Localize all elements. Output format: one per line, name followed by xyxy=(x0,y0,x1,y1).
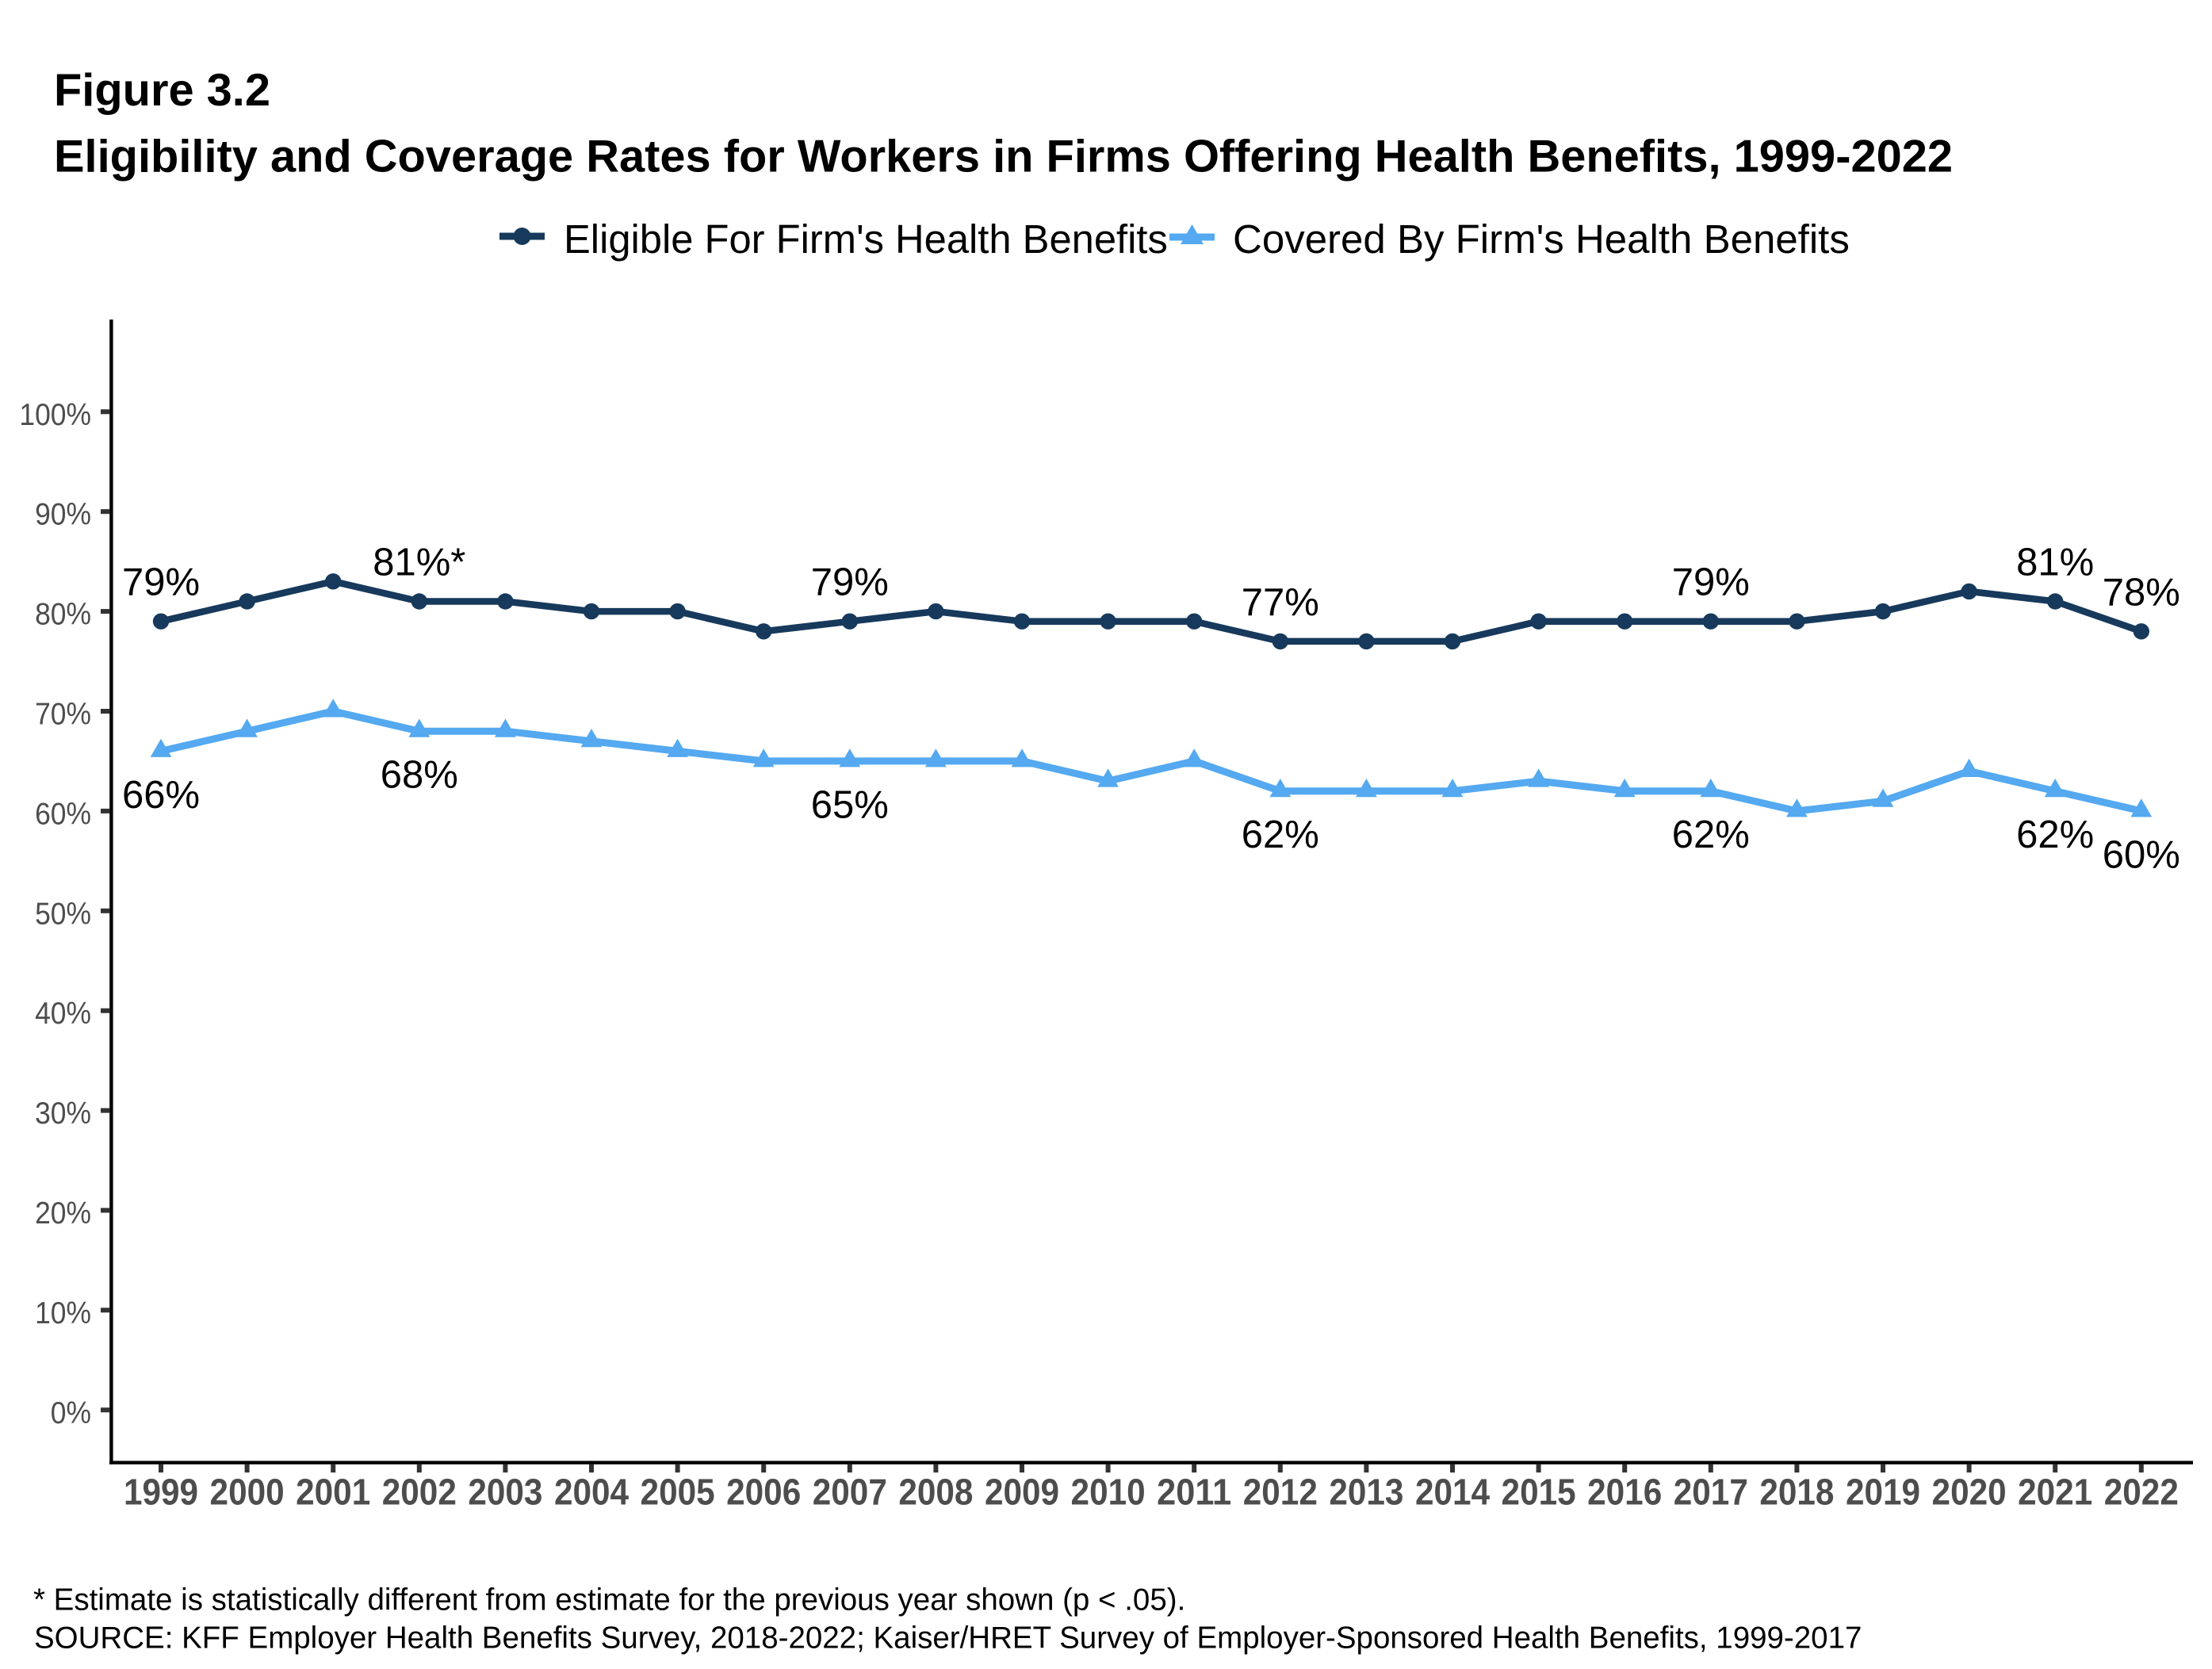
svg-text:79%: 79% xyxy=(1672,561,1750,604)
svg-text:2016: 2016 xyxy=(1587,1472,1662,1513)
svg-text:Covered By Firm's Health Benef: Covered By Firm's Health Benefits xyxy=(1233,216,1850,262)
svg-text:90%: 90% xyxy=(35,498,91,532)
svg-text:81%*: 81%* xyxy=(373,542,465,584)
svg-text:2018: 2018 xyxy=(1759,1472,1834,1513)
svg-text:2019: 2019 xyxy=(1846,1472,1920,1513)
svg-text:2005: 2005 xyxy=(641,1472,715,1513)
svg-text:62%: 62% xyxy=(1672,813,1750,856)
svg-text:2011: 2011 xyxy=(1157,1472,1231,1513)
svg-text:2007: 2007 xyxy=(813,1472,887,1513)
svg-text:50%: 50% xyxy=(35,897,91,931)
svg-text:100%: 100% xyxy=(19,398,91,432)
svg-text:2020: 2020 xyxy=(1932,1472,2007,1513)
svg-text:2014: 2014 xyxy=(1415,1472,1490,1513)
svg-text:* Estimate is statistically di: * Estimate is statistically different fr… xyxy=(33,1583,1185,1617)
svg-text:66%: 66% xyxy=(122,774,200,817)
svg-text:2010: 2010 xyxy=(1071,1472,1146,1513)
svg-text:2006: 2006 xyxy=(726,1472,801,1513)
svg-text:60%: 60% xyxy=(35,797,91,831)
svg-text:2017: 2017 xyxy=(1674,1472,1748,1513)
svg-text:80%: 80% xyxy=(35,598,91,632)
svg-text:79%: 79% xyxy=(811,561,889,604)
svg-text:40%: 40% xyxy=(35,997,91,1031)
svg-text:Eligible For Firm's Health Ben: Eligible For Firm's Health Benefits xyxy=(564,216,1168,262)
svg-text:62%: 62% xyxy=(1242,813,1319,856)
svg-text:20%: 20% xyxy=(35,1196,91,1231)
svg-text:2012: 2012 xyxy=(1243,1472,1318,1513)
svg-text:65%: 65% xyxy=(811,783,889,826)
svg-text:77%: 77% xyxy=(1242,581,1319,624)
svg-text:2003: 2003 xyxy=(468,1472,542,1513)
svg-text:2002: 2002 xyxy=(382,1472,457,1513)
svg-text:70%: 70% xyxy=(35,698,91,732)
svg-text:0%: 0% xyxy=(51,1396,91,1430)
svg-text:79%: 79% xyxy=(122,561,200,604)
svg-text:Figure 3.2: Figure 3.2 xyxy=(54,65,270,116)
svg-text:2021: 2021 xyxy=(2018,1472,2092,1513)
svg-text:2009: 2009 xyxy=(985,1472,1059,1513)
svg-text:2004: 2004 xyxy=(554,1472,629,1513)
svg-text:60%: 60% xyxy=(2103,833,2180,876)
svg-text:1999: 1999 xyxy=(124,1472,198,1513)
svg-text:30%: 30% xyxy=(35,1097,91,1131)
svg-text:10%: 10% xyxy=(35,1296,91,1330)
svg-text:Eligibility and Coverage Rates: Eligibility and Coverage Rates for Worke… xyxy=(54,132,1953,182)
svg-text:81%: 81% xyxy=(2016,542,2094,584)
svg-text:2022: 2022 xyxy=(2104,1472,2179,1513)
svg-text:2001: 2001 xyxy=(296,1472,370,1513)
svg-text:2013: 2013 xyxy=(1329,1472,1403,1513)
svg-text:2008: 2008 xyxy=(898,1472,973,1513)
svg-text:2000: 2000 xyxy=(210,1472,285,1513)
svg-text:2015: 2015 xyxy=(1502,1472,1576,1513)
svg-text:78%: 78% xyxy=(2103,571,2180,614)
svg-text:SOURCE: KFF Employer Health Be: SOURCE: KFF Employer Health Benefits Sur… xyxy=(34,1621,1862,1656)
svg-text:62%: 62% xyxy=(2016,813,2094,856)
svg-text:68%: 68% xyxy=(381,754,458,797)
